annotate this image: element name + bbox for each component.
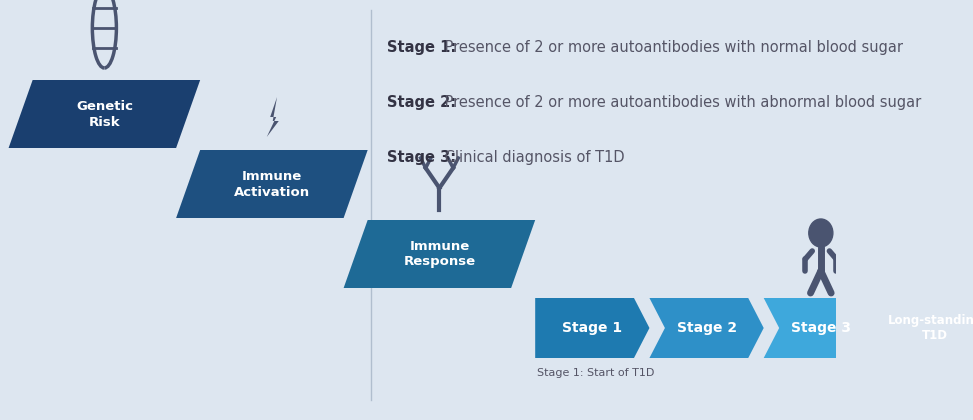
Polygon shape xyxy=(878,298,973,358)
Polygon shape xyxy=(343,220,535,288)
Polygon shape xyxy=(764,298,878,358)
Text: Stage 1: Stage 1 xyxy=(562,321,623,335)
Text: Stage 1: Start of T1D: Stage 1: Start of T1D xyxy=(537,368,654,378)
Polygon shape xyxy=(9,80,200,148)
Text: Clinical diagnosis of T1D: Clinical diagnosis of T1D xyxy=(440,150,625,165)
Text: Presence of 2 or more autoantibodies with abnormal blood sugar: Presence of 2 or more autoantibodies wit… xyxy=(440,95,921,110)
Text: Long-standing
T1D: Long-standing T1D xyxy=(887,314,973,342)
Polygon shape xyxy=(535,298,649,358)
Text: Stage 2:: Stage 2: xyxy=(386,95,455,110)
Text: Genetic
Risk: Genetic Risk xyxy=(76,100,133,129)
Polygon shape xyxy=(176,150,368,218)
Polygon shape xyxy=(267,97,278,137)
Text: Immune
Response: Immune Response xyxy=(404,239,476,268)
Circle shape xyxy=(809,219,833,247)
Text: Stage 3:: Stage 3: xyxy=(386,150,455,165)
Text: Stage 3: Stage 3 xyxy=(791,321,850,335)
Text: Stage 2: Stage 2 xyxy=(676,321,737,335)
Polygon shape xyxy=(649,298,764,358)
Text: Immune
Activation: Immune Activation xyxy=(234,170,310,199)
Text: Stage 1:: Stage 1: xyxy=(386,40,455,55)
Text: Presence of 2 or more autoantibodies with normal blood sugar: Presence of 2 or more autoantibodies wit… xyxy=(440,40,903,55)
